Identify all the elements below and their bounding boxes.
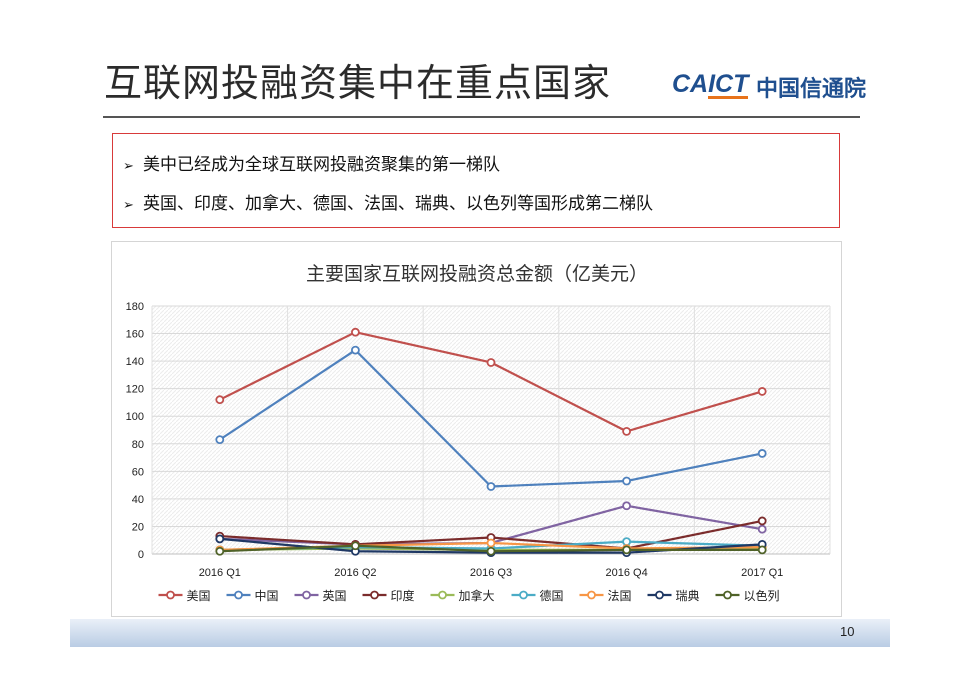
legend-item: 美国 (158, 589, 211, 603)
y-tick-label: 120 (126, 384, 144, 396)
data-point (757, 449, 767, 458)
data-point (622, 545, 631, 555)
legend-marker-icon (166, 590, 175, 600)
legend-item: 法国 (579, 589, 632, 603)
data-point (350, 541, 360, 551)
data-point (757, 516, 767, 526)
legend-item: 印度 (362, 588, 415, 603)
legend-label: 加拿大 (459, 588, 495, 603)
line-chart: 主要国家互联网投融资总金额（亿美元） 0 20 40 60 80 100 120 140 160… (126, 263, 831, 603)
legend-item: 中国 (226, 588, 279, 603)
bullet-text: 美中已经成为全球互联网投融资聚集的第一梯队 (143, 155, 500, 175)
series-8 (215, 541, 767, 556)
legend-label: 印度 (391, 588, 415, 603)
data-point (215, 435, 225, 445)
x-tick-label: 2016 Q2 (334, 567, 376, 579)
legend: 美国 中国 英国 印度 加拿大 德国 法国 瑞典 以色列 (158, 588, 780, 603)
legend-item: 瑞典 (647, 589, 700, 603)
legend-item: 以色列 (715, 589, 780, 603)
x-tick-label: 2016 Q4 (605, 567, 647, 579)
legend-label: 瑞典 (676, 589, 700, 603)
data-point (215, 395, 225, 405)
y-tick-label: 60 (132, 466, 144, 478)
data-point (215, 546, 225, 556)
plot-area (152, 306, 830, 554)
x-axis-ticks: 2016 Q1 2016 Q2 2016 Q3 2016 Q4 2017 Q1 (199, 567, 784, 579)
legend-marker-icon (655, 590, 664, 600)
legend-label: 以色列 (744, 589, 780, 603)
y-tick-label: 40 (132, 494, 144, 506)
legend-marker-icon (370, 590, 379, 600)
data-point (350, 327, 360, 337)
legend-marker-icon (587, 590, 596, 600)
legend-label: 美国 (187, 589, 211, 603)
y-axis-ticks: 0 20 40 60 80 100 120 140 160 180 (126, 301, 144, 561)
legend-marker-icon (302, 590, 311, 600)
series-lines (215, 327, 767, 558)
chart-frame: 主要国家互联网投融资总金额（亿美元） 0 20 40 60 80 100 120 140 160… (111, 241, 842, 617)
legend-item: 加拿大 (430, 588, 495, 603)
x-tick-label: 2017 Q1 (741, 567, 783, 579)
chart-title: 主要国家互联网投融资总金额（亿美元） (306, 263, 648, 285)
legend-label: 中国 (255, 588, 279, 603)
legend-label: 德国 (540, 588, 564, 603)
page-number: 10 (840, 624, 855, 639)
logo-text-cn: 中国信通院 (756, 77, 867, 102)
y-tick-label: 100 (126, 411, 144, 423)
legend-marker-icon (723, 590, 732, 600)
data-point (622, 537, 631, 547)
footer-bar (70, 619, 890, 647)
bullet-item: ➢ 英国、印度、加拿大、德国、法国、瑞典、以色列等国形成第二梯队 (123, 189, 653, 214)
legend-marker-icon (234, 590, 243, 600)
logo-text-en: CAICT (672, 70, 749, 98)
y-tick-label: 180 (126, 301, 144, 313)
y-tick-label: 20 (132, 521, 144, 533)
bullet-arrow-icon: ➢ (123, 198, 134, 213)
x-tick-label: 2016 Q1 (199, 567, 241, 579)
data-point (350, 345, 360, 355)
legend-label: 英国 (323, 589, 347, 603)
bullet-text: 英国、印度、加拿大、德国、法国、瑞典、以色列等国形成第二梯队 (143, 194, 653, 214)
legend-item: 英国 (294, 589, 347, 603)
page-title: 互联网投融资集中在重点国家 (104, 61, 612, 105)
data-point (622, 476, 631, 486)
bullet-item: ➢ 美中已经成为全球互联网投融资聚集的第一梯队 (123, 150, 500, 175)
y-tick-label: 160 (126, 329, 144, 341)
data-point (757, 545, 767, 555)
data-point (757, 524, 767, 534)
y-tick-label: 140 (126, 356, 144, 368)
data-point (757, 387, 767, 396)
series-1 (215, 345, 767, 491)
data-point (486, 358, 496, 367)
data-point (486, 482, 496, 491)
y-tick-label: 0 (138, 549, 144, 561)
bullet-arrow-icon: ➢ (123, 159, 134, 174)
summary-box: ➢ 美中已经成为全球互联网投融资聚集的第一梯队 ➢ 英国、印度、加拿大、德国、法国、… (112, 133, 840, 228)
title-divider (103, 116, 860, 118)
logo-accent-bar (708, 96, 748, 99)
series-0 (215, 327, 767, 436)
data-point (486, 546, 496, 556)
data-point (486, 538, 496, 548)
data-point (622, 501, 631, 511)
data-point (215, 534, 225, 544)
data-point (622, 426, 631, 436)
legend-marker-icon (519, 590, 528, 600)
y-tick-label: 80 (132, 439, 144, 451)
legend-marker-icon (438, 590, 447, 600)
legend-item: 德国 (511, 588, 564, 603)
legend-label: 法国 (608, 589, 632, 603)
x-tick-label: 2016 Q3 (470, 567, 512, 579)
